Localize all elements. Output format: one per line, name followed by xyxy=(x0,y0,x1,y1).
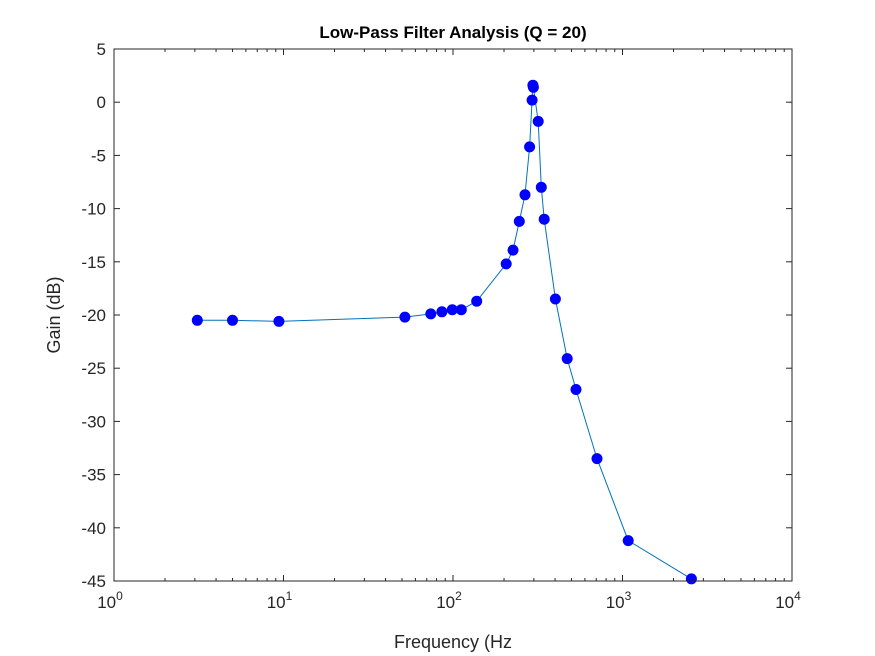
y-tick-label: 5 xyxy=(97,40,106,59)
data-point xyxy=(507,244,519,256)
data-point xyxy=(570,384,582,395)
x-tick-base: 10 xyxy=(267,593,286,612)
chart-title: Low-Pass Filter Analysis (Q = 20) xyxy=(319,23,586,42)
y-tick-label: -5 xyxy=(91,146,106,165)
data-point xyxy=(227,314,238,326)
data-point xyxy=(622,535,634,547)
data-point xyxy=(535,181,547,193)
data-point xyxy=(273,315,285,327)
y-tick-label: -10 xyxy=(81,200,106,219)
y-tick-label: -25 xyxy=(81,359,106,378)
x-tick-label: 102 xyxy=(436,589,462,612)
data-point xyxy=(538,213,550,225)
data-point xyxy=(500,258,512,270)
x-tick-exponent: 0 xyxy=(116,589,123,603)
x-tick-label: 101 xyxy=(267,589,293,612)
x-tick-base: 10 xyxy=(436,593,455,612)
y-tick-label: -35 xyxy=(81,466,106,485)
x-tick-exponent: 2 xyxy=(455,589,462,603)
data-point xyxy=(425,308,437,320)
data-point xyxy=(513,215,525,227)
data-point xyxy=(436,306,448,318)
data-point xyxy=(685,573,697,585)
y-tick-label: -40 xyxy=(81,519,106,538)
data-point xyxy=(471,295,483,307)
data-point xyxy=(532,115,544,127)
y-axis-label: Gain (dB) xyxy=(44,276,64,353)
y-tick-label: -30 xyxy=(81,412,106,431)
x-tick-base: 10 xyxy=(97,593,116,612)
y-tick-label: -45 xyxy=(81,572,106,591)
x-tick-label: 103 xyxy=(606,589,632,612)
axes-box xyxy=(113,48,793,582)
data-point xyxy=(191,314,203,326)
data-point xyxy=(519,189,531,201)
data-point xyxy=(591,453,603,465)
data-point xyxy=(527,81,539,93)
y-tick-label: -20 xyxy=(81,306,106,325)
x-tick-base: 10 xyxy=(606,593,625,612)
x-tick-label: 104 xyxy=(775,589,801,612)
y-tick-label: -15 xyxy=(81,253,106,272)
x-tick-exponent: 3 xyxy=(625,589,632,603)
x-tick-label: 100 xyxy=(97,589,123,612)
x-axis-label: Frequency (Hz xyxy=(394,632,512,652)
data-point xyxy=(524,141,536,153)
y-tick-label: 0 xyxy=(97,93,106,112)
data-point xyxy=(526,94,538,106)
data-point xyxy=(455,304,467,316)
series-layer xyxy=(191,79,697,585)
x-tick-exponent: 4 xyxy=(794,589,801,603)
data-point xyxy=(549,293,561,305)
x-tick-base: 10 xyxy=(775,593,794,612)
data-point xyxy=(399,311,411,323)
x-tick-exponent: 1 xyxy=(286,589,293,603)
data-point xyxy=(561,353,573,365)
